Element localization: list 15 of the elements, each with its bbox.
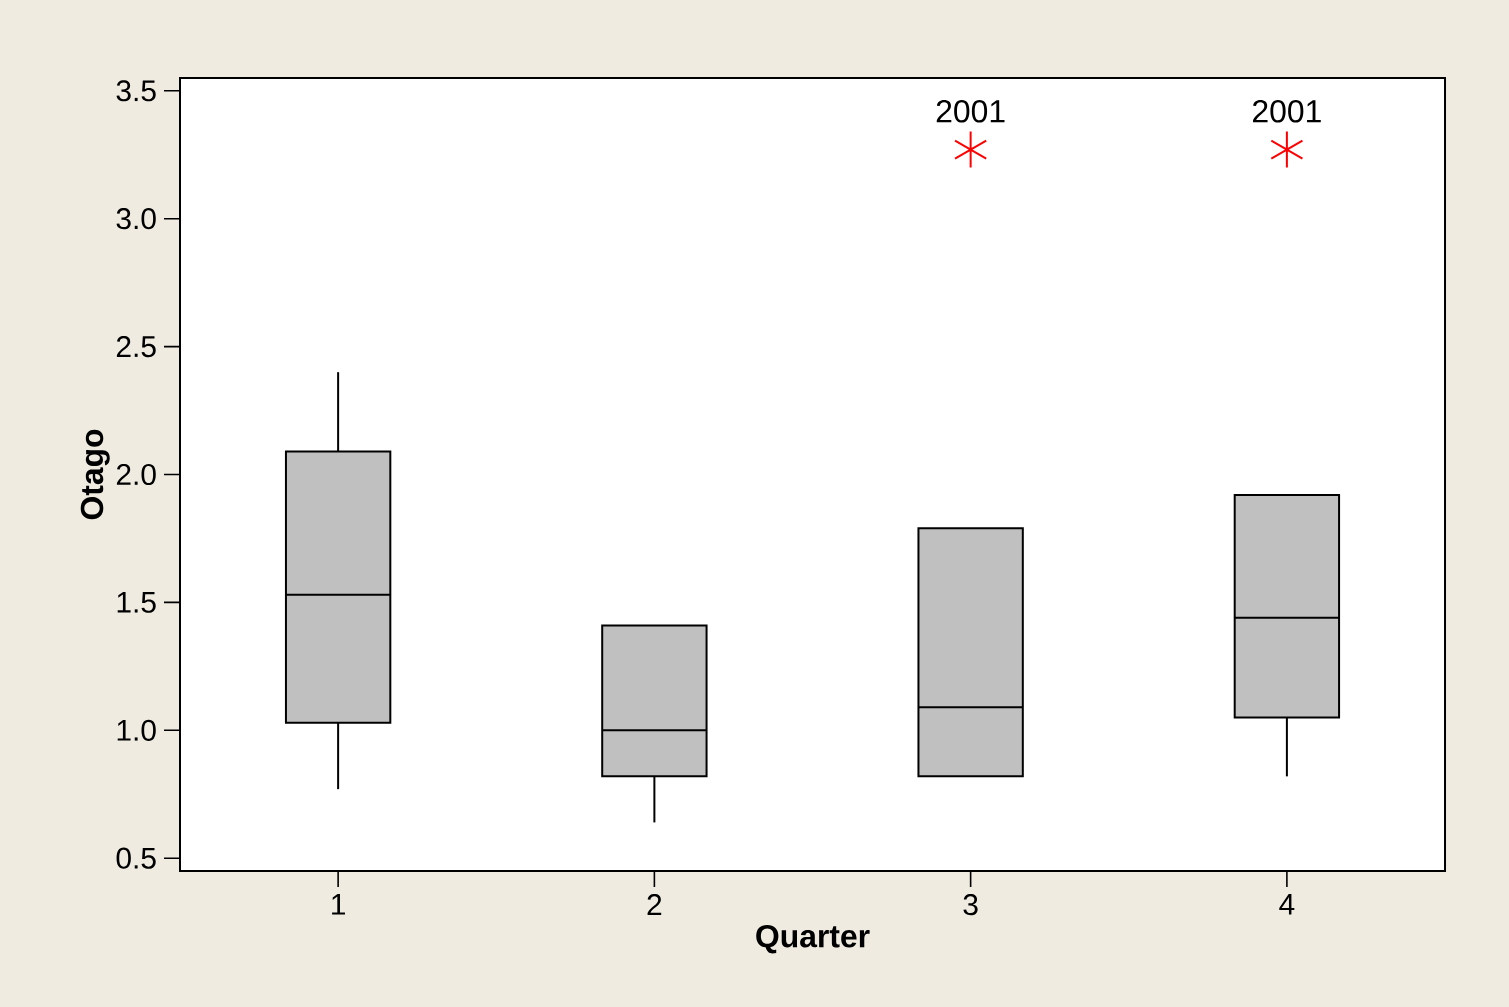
x-tick-label: 3 [963,894,978,916]
y-tick-label: 2.5 [116,336,156,358]
x-tick-label: 1 [332,894,345,915]
y-tick-label: 3.0 [116,208,156,230]
annotation: 2001 [936,100,1005,123]
y-tick-label: 2.0 [116,463,156,486]
x-axis-title: Quarter [756,924,870,954]
x-tick-label: 4 [1279,894,1295,915]
annotation: 2001 [1253,100,1321,123]
x-tick-label: 2 [647,894,662,915]
y-tick-label: 0.5 [116,847,156,869]
y-tick-label: 1.5 [117,591,156,613]
y-tick-label: 1.0 [117,719,156,741]
y-axis-title: Otago [80,429,110,520]
y-tick-label: 3.5 [116,80,156,102]
